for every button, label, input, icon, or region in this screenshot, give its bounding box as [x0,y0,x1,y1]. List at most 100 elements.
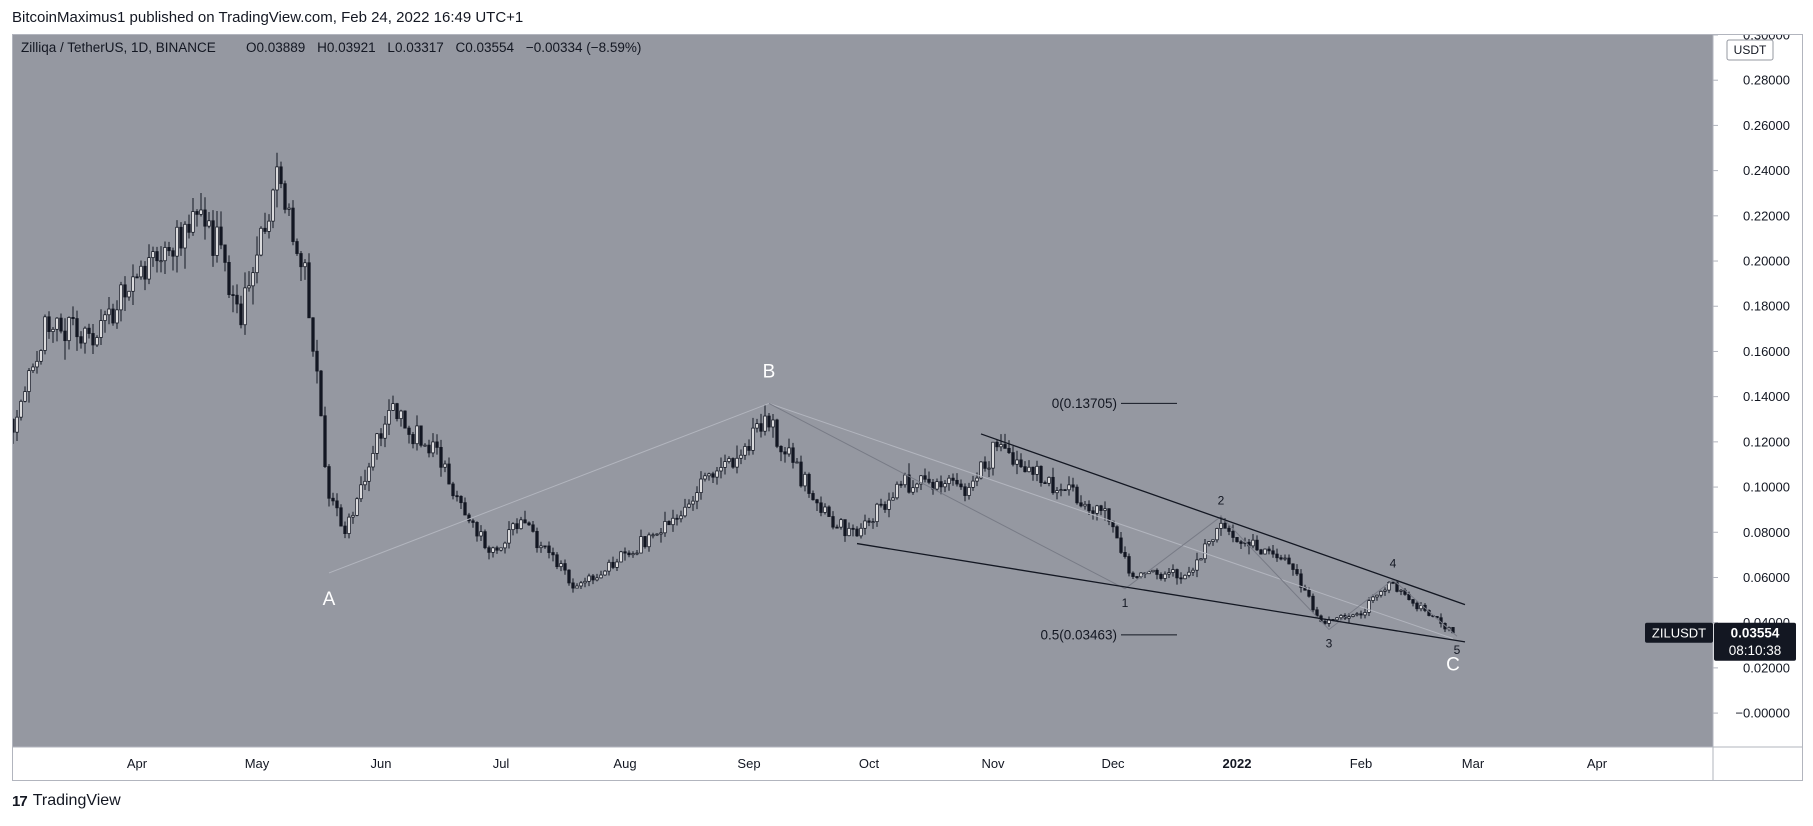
candle-body [115,309,119,324]
candle-body [79,336,83,344]
candle-body [1023,466,1027,473]
candle-body [423,444,427,447]
ohlc-legend: Zilliqa / TetherUS, 1D, BINANCE O0.03889… [21,40,641,55]
candle-body [595,577,599,581]
candle-body [55,317,59,330]
candle-body [727,458,731,462]
candle-body [219,226,223,246]
candle-body [979,461,983,479]
candle-body [963,486,967,496]
candle-body [311,317,315,352]
candle-body [779,445,783,453]
candle-body [679,515,683,520]
candle-body [419,425,423,446]
candle-body [511,523,515,531]
candle-body [123,284,127,298]
candle-body [47,316,51,332]
candle-body [491,547,495,553]
candle-body [967,486,971,496]
candle-body [951,477,955,481]
candle-body [139,265,143,278]
time-tick-label: Aug [613,756,636,771]
low-value: 0.03317 [395,40,444,55]
candle-body [451,483,455,497]
candle-body [1287,557,1291,565]
candle-body [695,492,699,502]
candle-body [263,227,267,232]
candle-body [71,317,75,319]
candle-body [1283,557,1287,560]
candle-body [1235,537,1239,543]
time-tick-label: Feb [1350,756,1372,771]
candle-body [1115,526,1119,539]
candle-body [103,314,107,321]
candle-body [171,250,175,257]
candle-body [959,483,963,488]
candle-body [527,522,531,526]
candle-body [1087,503,1091,512]
wave-label: 5 [1454,643,1461,657]
drawings-layer: 0(0.13705) 0.5(0.03463) A B C 1 2 3 4 5 [323,361,1466,676]
candle-body [715,470,719,478]
candle-body [1103,508,1107,511]
symbol-title: Zilliqa / TetherUS, 1D, BINANCE [21,40,216,55]
candle-body [303,262,307,268]
candle-body [1263,548,1267,555]
candle-body [1107,508,1111,522]
price-tick-label: 0.24000 [1743,163,1790,178]
candle-body [603,570,607,576]
candle-body [131,276,135,292]
candle-body [823,506,827,513]
candle-body [519,519,523,530]
candle-body [343,525,347,535]
candle-body [703,475,707,480]
price-tick-label: 0.10000 [1743,480,1790,495]
chart-frame[interactable]: 0(0.13705) 0.5(0.03463) A B C 1 2 3 4 5 0.30000 0.… [12,34,1803,781]
price-tick-label: 0.02000 [1743,660,1790,675]
candle-body [299,253,303,268]
candle-body [267,220,271,232]
time-tick-label: Oct [859,756,880,771]
candle-body [871,521,875,524]
candle-body [611,561,615,568]
candle-body [723,461,727,468]
candle-body [39,350,43,362]
candle-body [983,461,987,469]
candle-body [623,551,627,554]
candle-body [1055,490,1059,494]
candle-body [1183,574,1187,580]
price-chart[interactable]: 0(0.13705) 0.5(0.03463) A B C 1 2 3 4 5 0.30000 0.… [13,35,1802,780]
candle-body [523,519,527,524]
candle-body [155,251,159,262]
candle-body [319,370,323,417]
candle-body [427,444,431,454]
open-label: O [246,40,257,55]
candle-body [843,519,847,537]
candle-body [515,523,519,530]
candle-body [939,481,943,488]
time-tick-label: Jul [493,756,510,771]
candle-body [915,483,919,489]
candle-body [371,453,375,468]
candle-body [995,441,999,448]
candle-body [659,532,663,535]
candle-body [687,503,691,508]
ohlc-values: O0.03889 H0.03921 L0.03317 C0.03554 −0.0… [246,40,641,55]
candle-body [667,521,671,526]
candle-body [207,220,211,227]
candle-body [551,552,555,556]
candle-body [1015,459,1019,465]
currency-badge[interactable]: USDT [1726,39,1774,61]
candle-body [639,536,643,554]
candle-body [1203,543,1207,560]
price-tick-label: 0.18000 [1743,299,1790,314]
candle-body [231,294,235,296]
candle-body [887,499,891,510]
candle-body [287,207,291,210]
candle-body [1167,572,1171,575]
fib-level-label: 0.5(0.03463) [1040,627,1117,642]
candle-body [1395,582,1399,592]
candle-body [1059,489,1063,491]
candle-body [159,260,163,263]
candle-body [599,574,603,579]
